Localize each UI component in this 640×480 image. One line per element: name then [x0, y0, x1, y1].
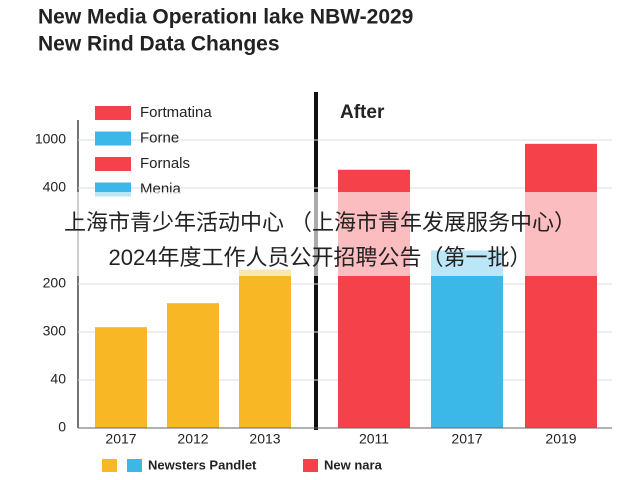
y-tick-label: 400	[43, 179, 67, 195]
x-tick-label: 2011	[359, 431, 389, 447]
y-tick-label: 40	[50, 371, 66, 387]
legend-swatch	[95, 131, 131, 146]
bar	[95, 327, 147, 428]
caption: 上海市青少年活动中心 （上海市青年发展服务中心）	[64, 210, 576, 235]
legend-swatch	[127, 459, 142, 472]
caption-band	[0, 192, 640, 276]
x-tick-label: 2012	[177, 431, 208, 447]
y-tick-label: 300	[43, 323, 67, 339]
legend-label: Forne	[140, 129, 179, 146]
y-tick-label: 0	[58, 419, 66, 435]
x-tick-label: 2013	[249, 431, 280, 447]
legend-label: New nara	[324, 457, 383, 472]
y-tick-label: 1000	[35, 131, 66, 147]
chart-title: New Media Operationı lake NBW-2029	[38, 6, 413, 29]
x-tick-label: 2017	[105, 431, 136, 447]
legend-label: Fornals	[140, 155, 190, 172]
bar	[525, 143, 597, 428]
caption: 2024年度工作人员公开招聘公告（第一批）	[109, 245, 532, 270]
y-tick-label: 200	[43, 275, 67, 291]
legend-swatch	[102, 459, 117, 472]
bar	[239, 269, 291, 428]
bar	[167, 303, 219, 428]
legend-swatch	[95, 106, 131, 120]
legend-label: Fortmatina	[140, 104, 212, 121]
legend-swatch	[303, 459, 318, 472]
annotation: After	[340, 102, 385, 123]
bar	[431, 250, 503, 428]
chart-subtitle: New Rind Data Changes	[38, 33, 280, 56]
x-tick-label: 2019	[545, 431, 576, 447]
legend-label: Newsters Pandlet	[148, 457, 257, 472]
legend-swatch	[95, 157, 131, 171]
x-tick-label: 2017	[451, 431, 482, 447]
